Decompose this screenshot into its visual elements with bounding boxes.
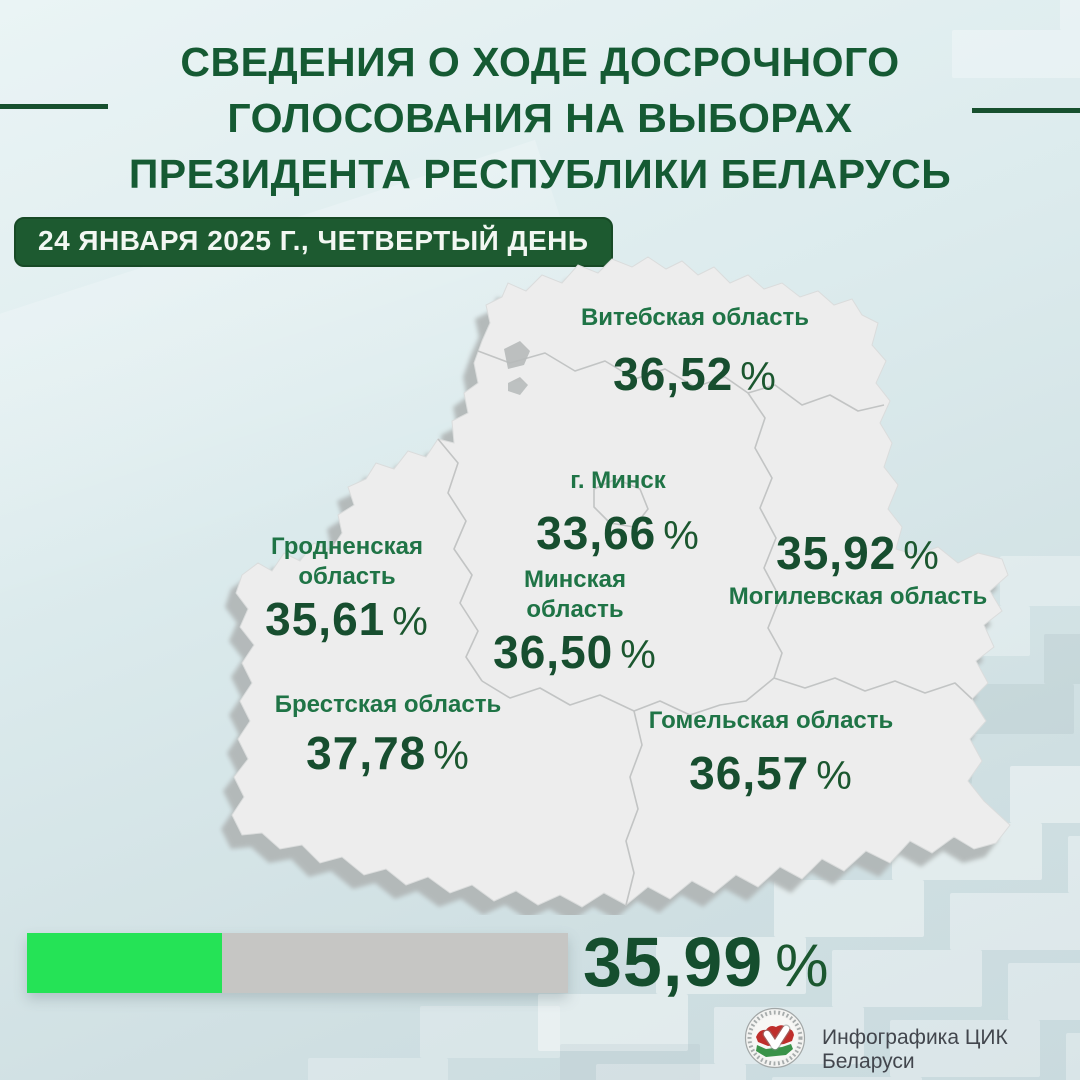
lake-shape: [504, 341, 530, 369]
pattern-brick: [890, 1020, 1040, 1077]
total-progress-bar: [27, 933, 568, 993]
region-value: 37,78: [306, 727, 427, 779]
percent-sign: %: [740, 355, 777, 399]
region-value: 36,50: [493, 626, 614, 678]
pattern-brick: [420, 1006, 560, 1058]
region-value: 36,57: [689, 747, 810, 799]
total-turnout: 35,99%: [583, 922, 829, 1002]
region-label-brest: Брестская область 37,78%: [275, 690, 501, 780]
percent-sign: %: [663, 514, 700, 558]
pattern-brick: [774, 880, 924, 937]
region-name: г. Минск: [570, 467, 666, 494]
region-name: Брестская область: [274, 691, 502, 718]
border-minsk-mogilev: [747, 392, 783, 679]
percent-sign: %: [392, 600, 429, 644]
border-brest-gomel: [625, 710, 643, 906]
pattern-brick: [952, 30, 1080, 78]
region-label-vitebsk: Витебская область 36,52%: [581, 303, 809, 401]
title-line-2: ГОЛОСОВАНИЯ НА ВЫБОРАХ: [227, 95, 853, 141]
lake-shape: [508, 377, 528, 395]
title-line-1: СВЕДЕНИЯ О ХОДЕ ДОСРОЧНОГО: [180, 39, 900, 85]
region-name: Витебская область: [580, 304, 810, 331]
pattern-brick: [560, 1044, 700, 1080]
border-mogilev-gomel: [773, 677, 973, 700]
region-label-minsk-region: Минская область 36,50%: [485, 565, 665, 679]
cec-belarus-emblem-icon: [744, 1007, 806, 1069]
pattern-brick: [596, 1064, 746, 1080]
region-value: 33,66: [536, 507, 657, 559]
pattern-brick: [308, 1058, 448, 1080]
date-badge: 24 ЯНВАРЯ 2025 Г., ЧЕТВЕРТЫЙ ДЕНЬ: [14, 217, 613, 267]
region-label-grodno: Гродненская область 35,61%: [227, 532, 467, 646]
border-grodno-minsk: [437, 438, 483, 682]
total-value: 35,99: [583, 923, 764, 1001]
pattern-brick: [1060, 0, 1080, 30]
pattern-brick: [1010, 766, 1080, 823]
pattern-brick: [1008, 963, 1080, 1020]
pattern-brick: [832, 950, 982, 1007]
pattern-brick: [772, 1077, 922, 1080]
title-line-3: ПРЕЗИДЕНТА РЕСПУБЛИКИ БЕЛАРУСЬ: [128, 151, 952, 197]
credit-text: Инфографика ЦИК Беларуси: [822, 1026, 1008, 1073]
percent-sign: %: [620, 633, 657, 677]
percent-sign: %: [816, 754, 853, 798]
region-name: Минская область: [524, 566, 626, 623]
progress-bar-fill: [27, 933, 222, 993]
decorative-line-left: [0, 104, 108, 109]
percent-sign: %: [433, 734, 470, 778]
region-name: Могилевская область: [728, 583, 988, 610]
border-minsk-city: [593, 478, 649, 528]
map-lakes: [504, 341, 530, 395]
region-value: 35,61: [265, 593, 386, 645]
pattern-brick: [1000, 556, 1080, 606]
region-name: Гомельская область: [648, 707, 894, 734]
border-vitebsk-south: [477, 350, 885, 412]
region-name: Гродненская область: [271, 533, 423, 590]
region-label-mogilev: 35,92% Могилевская область: [729, 526, 988, 612]
region-label-gomel: Гомельская область 36,57%: [649, 706, 894, 800]
percent-sign: %: [775, 932, 829, 999]
page-title: СВЕДЕНИЯ О ХОДЕ ДОСРОЧНОГО ГОЛОСОВАНИЯ Н…: [0, 34, 1080, 202]
pattern-brick: [538, 994, 688, 1051]
belarus-map: [221, 256, 1011, 915]
region-value: 35,92: [776, 527, 897, 579]
percent-sign: %: [903, 534, 940, 578]
pattern-brick: [1044, 634, 1080, 684]
pattern-brick: [1066, 1033, 1080, 1080]
region-borders: [437, 350, 973, 906]
region-label-minsk-city: г. Минск 33,66%: [536, 466, 700, 560]
region-value: 36,52: [613, 348, 734, 400]
pattern-brick: [950, 893, 1080, 950]
pattern-brick: [656, 937, 806, 994]
decorative-line-right: [972, 108, 1080, 113]
pattern-brick: [1068, 836, 1080, 893]
